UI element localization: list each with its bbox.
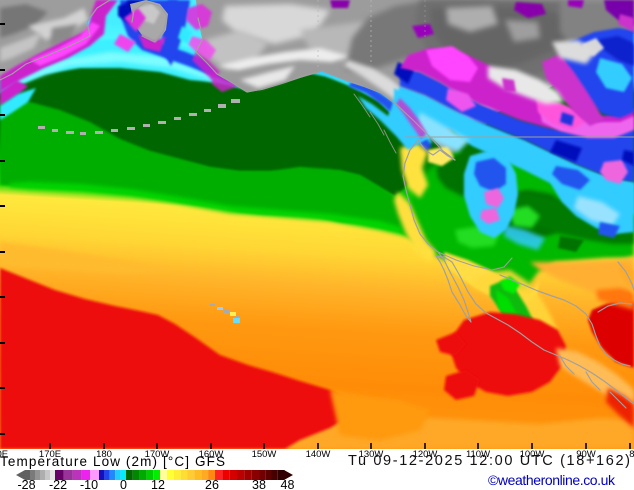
svg-text:©weatheronline.co.uk: ©weatheronline.co.uk — [488, 472, 616, 488]
svg-text:48: 48 — [281, 478, 295, 490]
svg-text:110W: 110W — [466, 449, 490, 460]
svg-text:80W: 80W — [629, 449, 634, 460]
svg-text:120W: 120W — [413, 449, 438, 460]
svg-text:130W: 130W — [359, 449, 384, 460]
svg-text:160W: 160W — [199, 449, 224, 460]
svg-text:-10: -10 — [80, 478, 98, 490]
svg-text:26: 26 — [205, 478, 219, 490]
svg-text:0: 0 — [120, 478, 127, 490]
svg-text:90W: 90W — [576, 449, 596, 460]
svg-text:-28: -28 — [17, 478, 35, 490]
svg-text:Temperature Low (2m) [°C] GFS: Temperature Low (2m) [°C] GFS — [0, 454, 225, 469]
svg-text:150W: 150W — [252, 449, 277, 460]
svg-text:100W: 100W — [520, 449, 545, 460]
svg-text:38: 38 — [252, 478, 266, 490]
svg-text:Tu 09-12-2025 12:00 UTC (18+16: Tu 09-12-2025 12:00 UTC (18+162) — [348, 453, 630, 469]
svg-text:-22: -22 — [49, 478, 67, 490]
svg-text:12: 12 — [151, 478, 165, 490]
svg-text:180: 180 — [96, 449, 112, 460]
svg-text:140W: 140W — [306, 449, 331, 460]
svg-text:170W: 170W — [145, 449, 170, 460]
svg-text:170E: 170E — [39, 449, 61, 460]
svg-text:160E: 160E — [0, 449, 8, 460]
